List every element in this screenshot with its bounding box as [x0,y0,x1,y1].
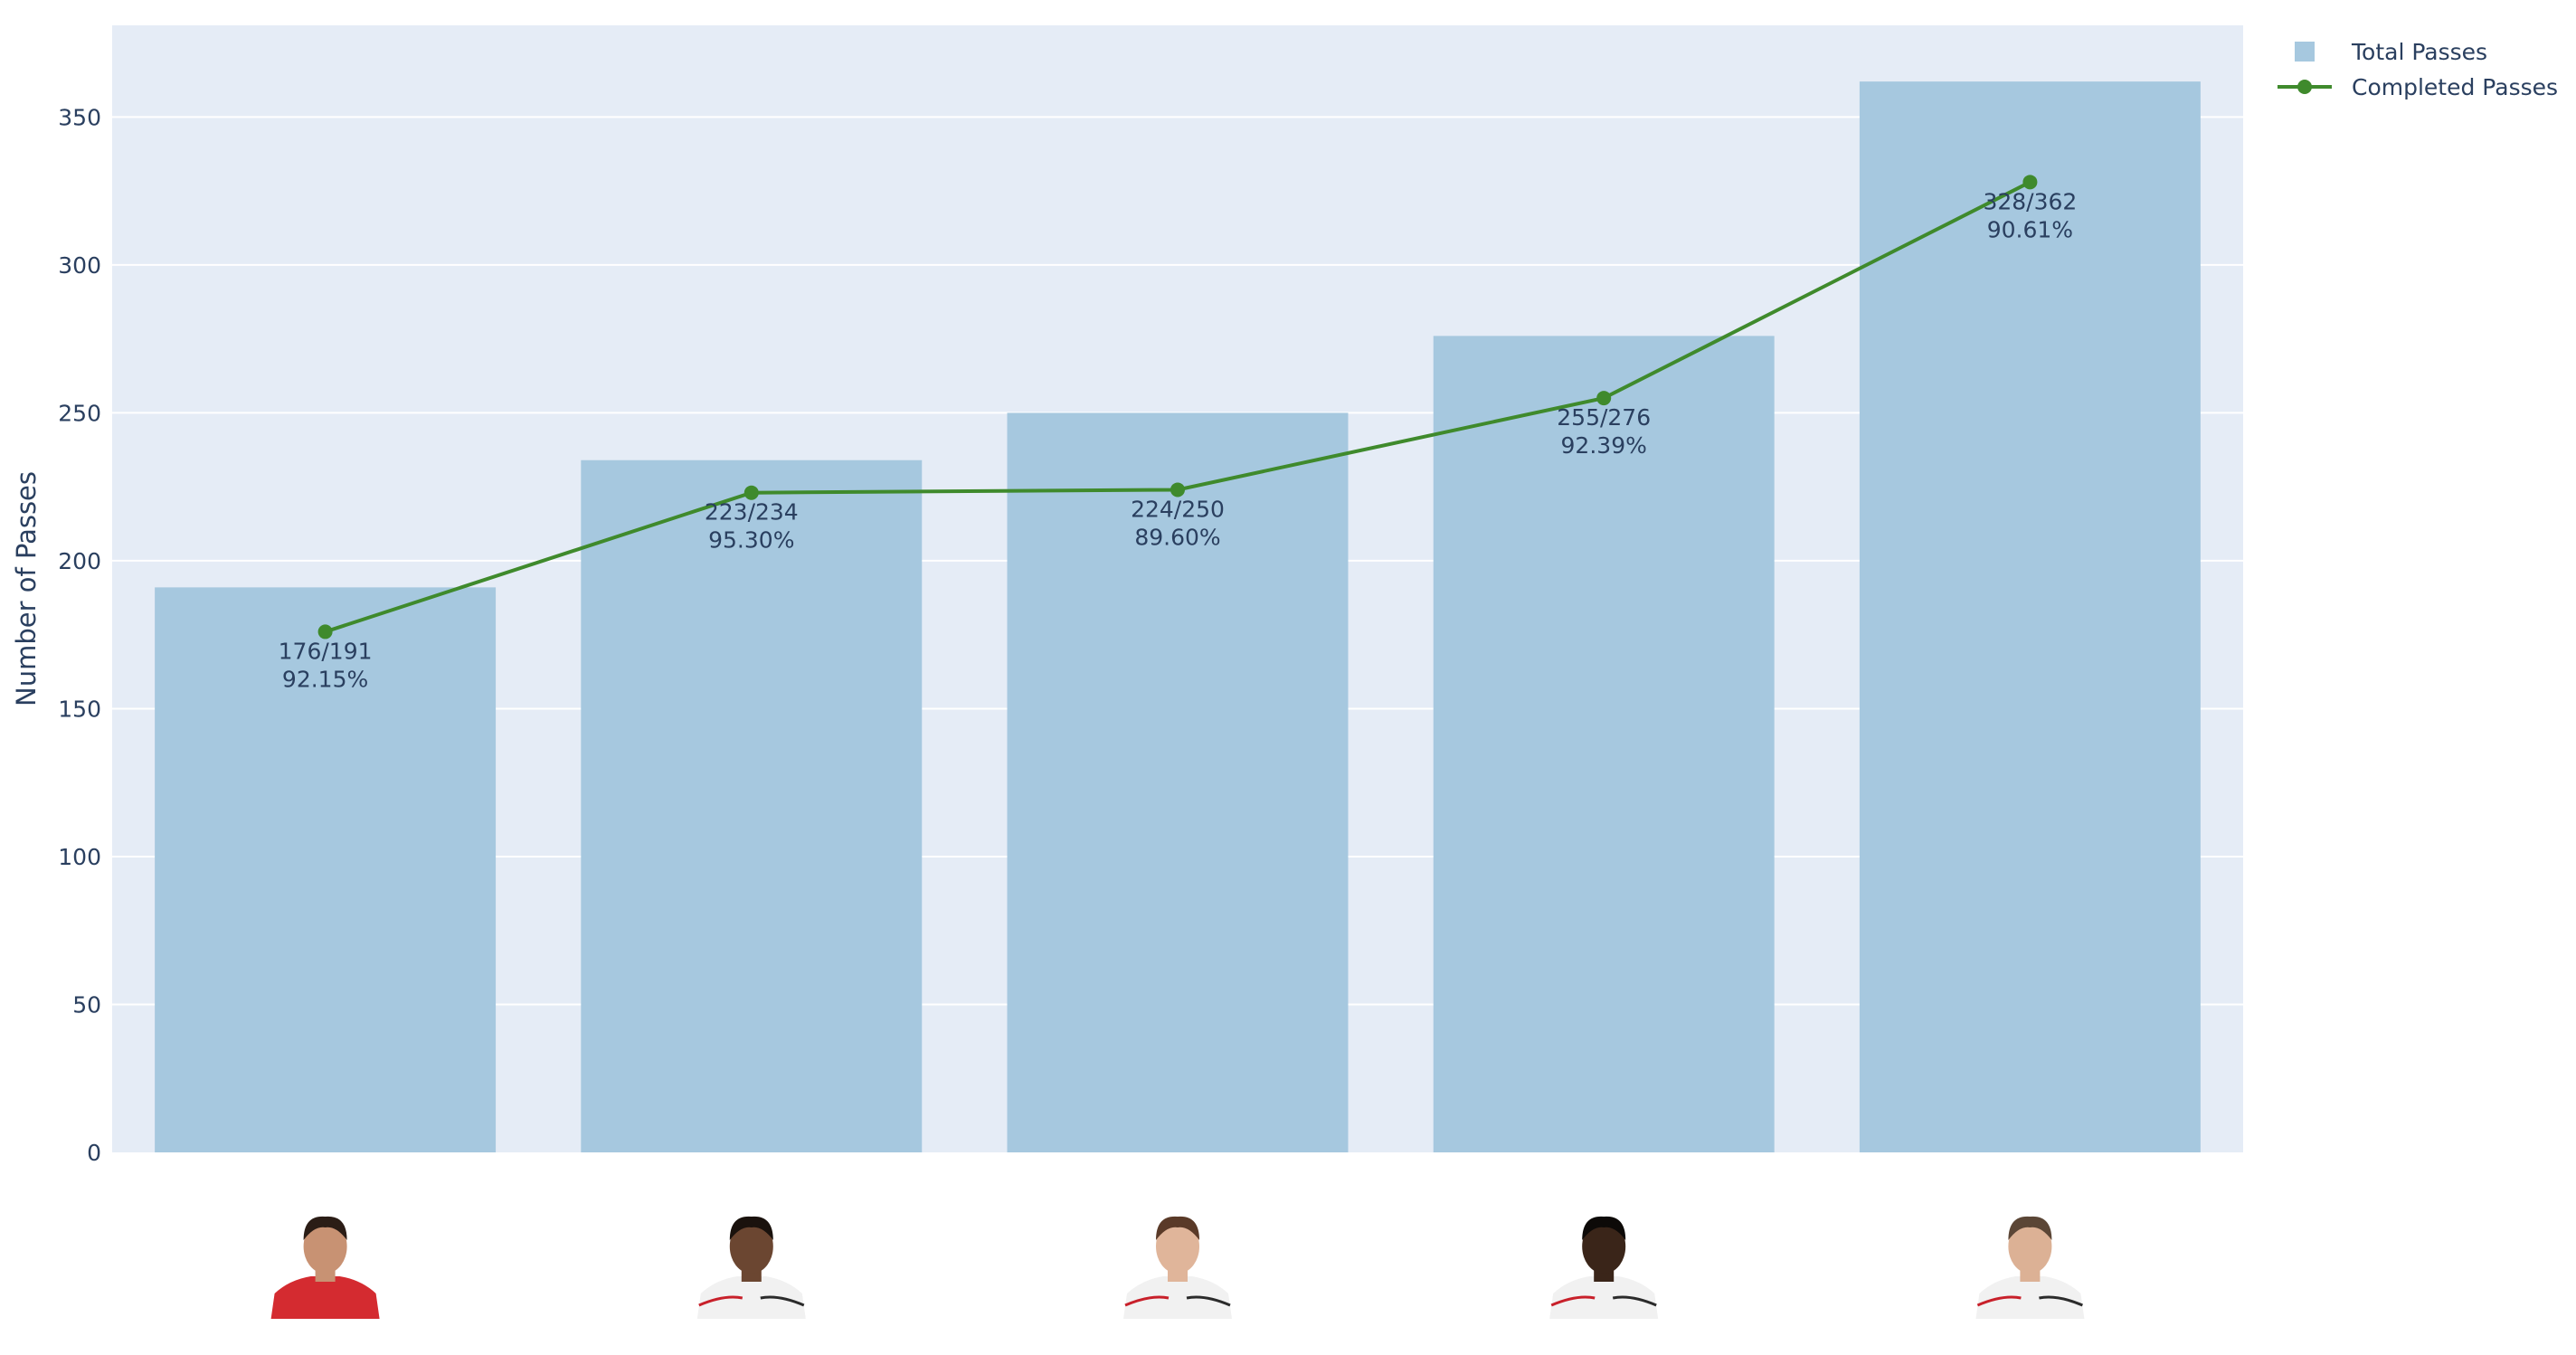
player-hair [2008,1216,2052,1240]
bar-total-passes[interactable] [1859,81,2201,1153]
y-tick-label: 300 [58,252,101,279]
y-tick-label: 150 [58,696,101,722]
legend-item-completed-passes[interactable]: Completed Passes [2278,74,2558,100]
annotation-percent: 95.30% [708,527,794,554]
completed-passes-point[interactable] [1596,391,1612,406]
player-shirt [696,1276,806,1319]
player-head [729,1219,773,1274]
shirt-trim [760,1295,805,1307]
completed-passes-point[interactable] [2022,175,2038,190]
annotation-ratio: 224/250 [1131,496,1225,522]
y-tick-label: 200 [58,548,101,574]
legend-item-total-passes[interactable]: Total Passes [2295,39,2487,65]
legend-label-completed-passes: Completed Passes [2352,74,2558,100]
annotation-percent: 92.15% [282,666,368,692]
player-head [1156,1219,1199,1274]
shirt-trim [1186,1295,1231,1307]
shirt-trim [1124,1295,1170,1307]
player-shirt [1123,1276,1232,1319]
completed-passes-point[interactable] [317,624,333,640]
shirt-trim [1976,1295,2022,1307]
bar-total-passes[interactable] [155,587,497,1152]
bars [155,81,2201,1153]
player-head [303,1219,347,1274]
player-shirt [1549,1276,1659,1319]
y-tick-label: 0 [87,1140,101,1166]
player-hair [729,1216,773,1240]
y-axis-ticks: 0 50 100 150 200 250 300 350 [58,104,101,1166]
player-portrait-icon [1975,1216,2085,1319]
bar-total-passes[interactable] [581,460,923,1153]
annotation-ratio: 255/276 [1557,404,1651,431]
player-shirt [1975,1276,2085,1319]
player-hair [303,1216,347,1240]
bar-total-passes[interactable] [1007,412,1349,1153]
y-axis-title: Number of Passes [11,471,42,706]
shirt-trim [1612,1295,1657,1307]
annotation-ratio: 328/362 [1983,188,2077,214]
legend[interactable]: Total Passes Completed Passes [2278,39,2558,100]
player-images [270,1216,2085,1319]
player-hair [1582,1216,1626,1240]
completed-line [317,175,2038,640]
annotation-ratio: 223/234 [705,499,799,526]
shirt-trim [1550,1295,1596,1307]
legend-marker-completed-passes [2297,80,2312,94]
legend-swatch-total-passes [2295,42,2315,62]
annotation-percent: 90.61% [1987,216,2073,242]
y-tick-label: 250 [58,400,101,426]
player-head [1582,1219,1626,1274]
player-portrait-icon [1123,1216,1232,1319]
player-portrait-icon [270,1216,380,1319]
annotation-percent: 92.39% [1561,432,1647,459]
player-head [2008,1219,2052,1274]
y-tick-label: 50 [72,991,101,1018]
shirt-trim [2039,1295,2083,1307]
completed-passes-point[interactable] [1170,482,1185,497]
y-tick-label: 100 [58,844,101,870]
y-tick-label: 350 [58,104,101,130]
annotation-percent: 89.60% [1134,524,1220,550]
bar-total-passes[interactable] [1433,336,1775,1152]
player-portrait-icon [696,1216,806,1319]
legend-label-total-passes: Total Passes [2351,39,2487,65]
player-portrait-icon [1549,1216,1659,1319]
shirt-trim [698,1295,743,1307]
player-hair [1156,1216,1199,1240]
player-shirt [270,1276,380,1319]
completed-passes-point[interactable] [743,485,759,500]
annotation-ratio: 176/191 [279,638,373,664]
